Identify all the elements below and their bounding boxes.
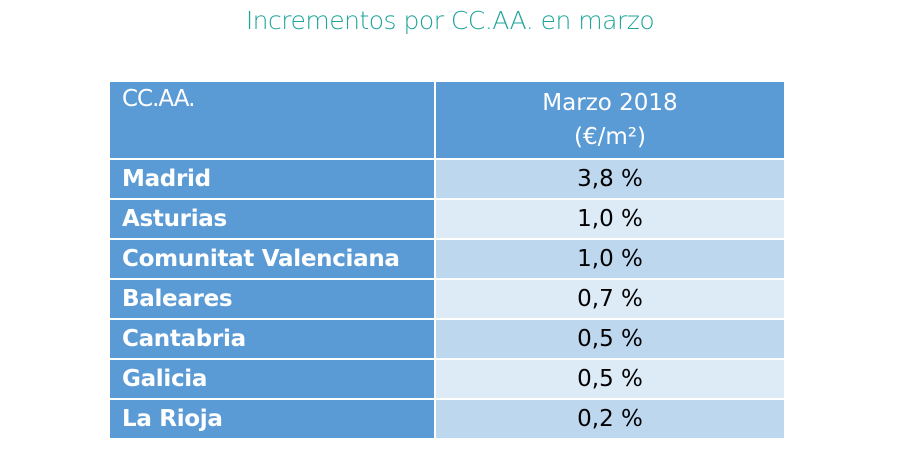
- region-value: 0,5 %: [434, 358, 786, 400]
- region-value: 3,8 %: [434, 158, 786, 200]
- table-row: Asturias 1,0 %: [108, 198, 786, 240]
- region-name: Galicia: [108, 358, 436, 400]
- header-period: Marzo 2018: [542, 90, 678, 116]
- region-name: La Rioja: [108, 398, 436, 440]
- region-value: 0,2 %: [434, 398, 786, 440]
- header-unit: (€/m²): [574, 124, 646, 150]
- table-row: Galicia 0,5 %: [108, 358, 786, 400]
- table-row: La Rioja 0,2 %: [108, 398, 786, 440]
- region-value: 0,7 %: [434, 278, 786, 320]
- region-name: Baleares: [108, 278, 436, 320]
- table-row: Comunitat Valenciana 1,0 %: [108, 238, 786, 280]
- table-header-row: CC.AA. Marzo 2018 (€/m²): [108, 80, 786, 160]
- table-row: Baleares 0,7 %: [108, 278, 786, 320]
- table-row: Madrid 3,8 %: [108, 158, 786, 200]
- header-ccaa: CC.AA.: [108, 80, 436, 160]
- region-name: Asturias: [108, 198, 436, 240]
- region-value: 1,0 %: [434, 238, 786, 280]
- region-name: Comunitat Valenciana: [108, 238, 436, 280]
- header-marzo-2018: Marzo 2018 (€/m²): [434, 80, 786, 160]
- table-row: Cantabria 0,5 %: [108, 318, 786, 360]
- region-name: Madrid: [108, 158, 436, 200]
- region-value: 1,0 %: [434, 198, 786, 240]
- increments-table: CC.AA. Marzo 2018 (€/m²) Madrid 3,8 % Astu…: [108, 80, 786, 440]
- region-value: 0,5 %: [434, 318, 786, 360]
- region-name: Cantabria: [108, 318, 436, 360]
- page-title: Incrementos por CC.AA. en marzo: [245, 6, 655, 35]
